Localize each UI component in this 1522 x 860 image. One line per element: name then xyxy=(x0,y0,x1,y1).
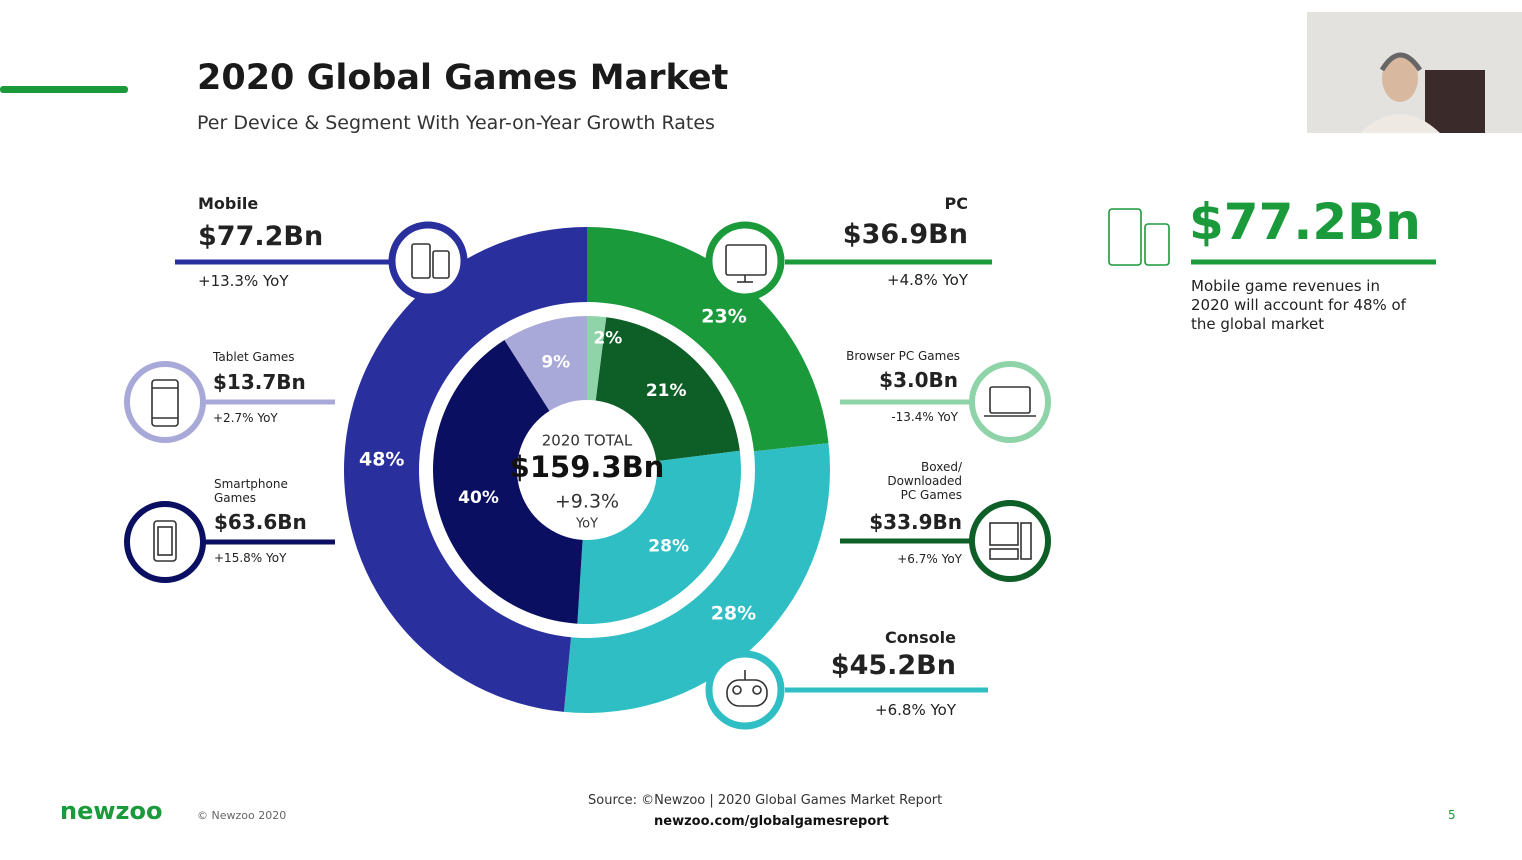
callout-name: PC xyxy=(944,194,968,213)
value-label: 23% xyxy=(701,305,746,327)
copyright: © Newzoo 2020 xyxy=(197,809,287,822)
callout-name: Smartphone Games xyxy=(214,477,288,505)
callout-growth: +15.8% YoY xyxy=(214,551,287,565)
icon-circle xyxy=(705,221,785,301)
accent-bar xyxy=(0,86,128,93)
callout-name: Tablet Games xyxy=(213,350,295,364)
callout-name: Browser PC Games xyxy=(846,349,960,363)
callouts xyxy=(124,221,1051,730)
callout-growth: +13.3% YoY xyxy=(198,272,289,290)
callout-name: Mobile xyxy=(198,194,259,213)
icons xyxy=(151,208,1170,707)
value-label: 9% xyxy=(541,352,570,372)
callout-growth: -13.4% YoY xyxy=(891,410,958,424)
callout-revenue: $13.7Bn xyxy=(213,370,306,394)
donut-segment xyxy=(587,227,829,452)
value-label: 2% xyxy=(593,328,622,348)
callout-growth: +6.8% YoY xyxy=(875,701,956,719)
highlight-value: $77.2Bn xyxy=(1189,193,1421,251)
center-growth: +9.3% xyxy=(555,491,619,513)
callout-revenue: $3.0Bn xyxy=(879,368,958,392)
callout-name: Console xyxy=(885,628,956,647)
value-label: 40% xyxy=(458,488,499,508)
icon-circle xyxy=(705,650,785,730)
callout-revenue: $36.9Bn xyxy=(842,219,968,250)
donut-segment xyxy=(432,339,583,624)
icon-circle xyxy=(969,500,1051,582)
source: Source: ©Newzoo | 2020 Global Games Mark… xyxy=(588,793,943,808)
url: newzoo.com/globalgamesreport xyxy=(654,814,889,829)
callout-revenue: $33.9Bn xyxy=(869,510,962,534)
icon-circle xyxy=(969,361,1051,443)
donut: 23% 28% 48% 2% 21% 28% 40% 9% 2020 TOTAL$159.3Bn… xyxy=(344,227,830,713)
subtitle: Per Device & Segment With Year-on-Year G… xyxy=(197,112,715,134)
donut-segment xyxy=(595,317,740,462)
callout-growth: +4.8% YoY xyxy=(887,271,968,289)
icon-circle xyxy=(124,361,206,443)
center-label: 2020 TOTAL xyxy=(542,432,633,450)
title: 2020 Global Games Market xyxy=(197,58,729,98)
value-label: 48% xyxy=(359,449,404,471)
donut-segment xyxy=(563,443,830,713)
donut-segment xyxy=(504,316,587,411)
brand: newzoo xyxy=(60,797,163,825)
value-label: 28% xyxy=(711,603,756,625)
value-label: 21% xyxy=(646,381,687,401)
callout-growth: +6.7% YoY xyxy=(897,552,962,566)
donut-segment xyxy=(344,227,587,712)
donut-segment xyxy=(577,450,741,624)
callout-revenue: $77.2Bn xyxy=(198,221,324,252)
page-number: 5 xyxy=(1448,808,1456,822)
callout-revenue: $45.2Bn xyxy=(830,650,956,681)
icon-circle xyxy=(388,221,468,301)
center-growth-unit: YoY xyxy=(575,517,598,532)
center-value: $159.3Bn xyxy=(510,450,665,484)
callout-name: Boxed/ Downloaded PC Games xyxy=(887,460,962,502)
webcam xyxy=(1307,12,1522,133)
donut-segment xyxy=(587,316,607,401)
callout-growth: +2.7% YoY xyxy=(213,411,278,425)
highlight-text: Mobile game revenues in 2020 will accoun… xyxy=(1191,277,1406,333)
icon-circle xyxy=(124,501,206,583)
callout-revenue: $63.6Bn xyxy=(214,510,307,534)
value-label: 28% xyxy=(648,537,689,557)
